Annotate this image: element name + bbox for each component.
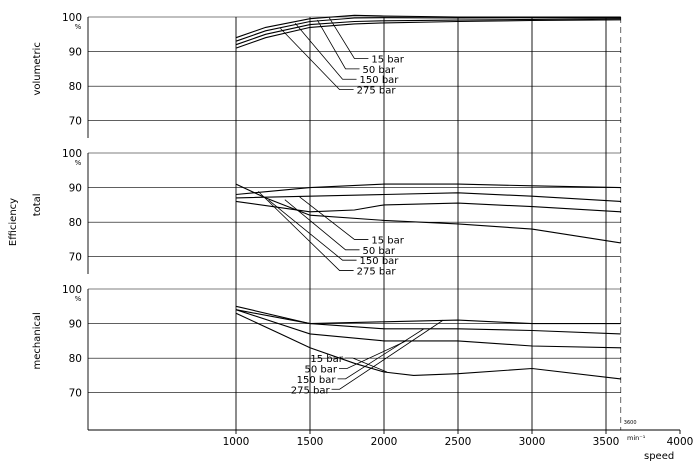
series-line <box>235 309 621 349</box>
y-unit-label: % <box>75 23 82 31</box>
label-leader <box>284 199 360 251</box>
y-tick-label: 70 <box>69 116 82 128</box>
pressure-label: 275 bar <box>291 385 331 396</box>
series-line <box>235 309 621 335</box>
y-tick-label: 80 <box>69 353 82 365</box>
pressure-label: 150 bar <box>360 256 400 267</box>
series-line <box>235 192 621 202</box>
series-line <box>235 18 621 46</box>
pressure-label: 50 bar <box>363 65 396 76</box>
y-unit-label: % <box>75 295 82 303</box>
y-unit-label: % <box>75 159 82 167</box>
x-tick-label: 3500 <box>593 436 620 448</box>
x-unit-label: min⁻¹ <box>627 434 646 442</box>
series-line <box>235 312 621 380</box>
speed-limit-label: 3600 <box>624 420 637 426</box>
pressure-label: 15 bar <box>371 54 404 65</box>
series-line <box>235 183 621 196</box>
pressure-label: 275 bar <box>357 267 397 278</box>
label-leader <box>268 199 357 261</box>
y-tick-label: 70 <box>69 252 82 264</box>
pressure-label: 150 bar <box>297 375 337 386</box>
label-leader <box>257 191 354 271</box>
label-leader <box>294 22 357 80</box>
panel-ylabel: volumetric <box>32 42 43 95</box>
y-tick-label: 80 <box>69 81 82 93</box>
x-tick-label: 4000 <box>667 436 694 448</box>
x-axis-label: speed <box>644 451 674 462</box>
label-leader <box>317 19 360 70</box>
curve-layer <box>235 14 621 390</box>
series-line <box>235 200 621 213</box>
series-line <box>235 305 621 325</box>
x-tick-label: 2500 <box>445 436 472 448</box>
label-leader <box>344 357 388 373</box>
y-tick-label: 100 <box>62 284 82 296</box>
x-tick-label: 1500 <box>297 436 324 448</box>
pressure-label: 150 bar <box>360 75 400 86</box>
y-tick-label: 100 <box>62 12 82 24</box>
y-tick-label: 80 <box>69 217 82 229</box>
series-line <box>235 17 621 42</box>
pressure-label: 15 bar <box>371 235 404 246</box>
label-leader <box>328 17 369 59</box>
y-tick-label: 100 <box>62 148 82 160</box>
x-tick-label: 3000 <box>519 436 546 448</box>
series-line <box>235 183 621 244</box>
series-line <box>235 19 621 49</box>
label-leader <box>331 319 444 390</box>
y-tick-label: 90 <box>69 47 82 59</box>
pressure-label: 50 bar <box>363 246 396 257</box>
label-layer: 70 80 90 100% volumetric 70 80 90 100% total 70 80 9… <box>32 12 693 462</box>
label-leader <box>339 340 407 369</box>
panel-ylabel: mechanical <box>32 312 43 369</box>
label-leader <box>299 196 369 240</box>
label-leader <box>337 328 425 380</box>
pressure-label: 50 bar <box>305 365 338 376</box>
x-tick-label: 2000 <box>371 436 398 448</box>
y-tick-label: 90 <box>69 319 82 331</box>
series-line <box>235 14 621 39</box>
pressure-label: 275 bar <box>357 86 397 97</box>
x-tick-label: 1000 <box>223 436 250 448</box>
y-group-label: Efficiency <box>8 198 19 246</box>
y-tick-label: 90 <box>69 183 82 195</box>
label-leader <box>280 28 354 90</box>
grid-layer <box>87 16 681 434</box>
pressure-label: 15 bar <box>310 354 343 365</box>
panel-ylabel: total <box>32 193 43 216</box>
y-tick-label: 70 <box>69 388 82 400</box>
